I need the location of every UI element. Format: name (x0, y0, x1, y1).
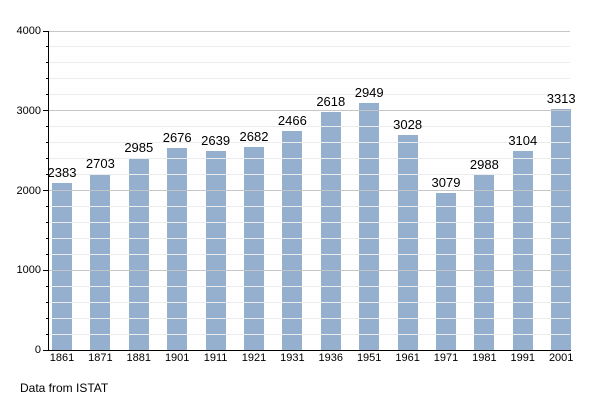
y-axis-tick (46, 237, 49, 239)
bar-1931 (282, 131, 303, 350)
minor-gridline (49, 126, 570, 128)
y-axis-tick (46, 205, 49, 207)
minor-gridline (49, 62, 570, 64)
bar-1936 (320, 112, 341, 350)
minor-gridline (49, 46, 570, 48)
y-axis-tick (43, 30, 49, 32)
minor-gridline (49, 94, 570, 96)
y-axis-tick-label: 3000 (16, 104, 41, 117)
minor-gridline (49, 221, 570, 223)
bar-1981 (474, 175, 495, 350)
bar-value-label: 2639 (201, 132, 231, 148)
bar-1961 (397, 135, 418, 350)
bar-2001 (551, 109, 572, 350)
y-axis-tick (46, 78, 49, 80)
minor-gridline (49, 333, 570, 335)
x-axis-tick-label: 1911 (203, 352, 228, 364)
y-axis-tick-label: 4000 (16, 25, 41, 37)
bar-value-label: 3313 (546, 91, 576, 107)
bar-1861 (52, 182, 72, 350)
x-axis-tick-label: 1861 (49, 352, 75, 364)
y-axis-tick (46, 126, 49, 128)
minor-gridline (49, 285, 570, 287)
y-axis-tick (46, 253, 49, 255)
bar-1951 (359, 102, 380, 350)
y-axis-tick (46, 317, 49, 319)
minor-gridline (49, 317, 570, 319)
x-axis-tick-label: 1991 (510, 352, 536, 364)
bar-value-label: 2383 (47, 164, 77, 180)
bar-value-label: 2949 (354, 84, 384, 100)
bar-value-label: 2988 (469, 157, 499, 173)
bar-value-label: 3079 (431, 174, 461, 190)
x-axis-tick-label: 2001 (548, 352, 574, 364)
x-axis-tick-label: 1871 (88, 352, 113, 364)
bar-1971 (436, 192, 456, 350)
y-axis-tick (43, 110, 49, 112)
y-axis-tick (46, 285, 49, 287)
y-axis-tick-label: 2000 (16, 184, 41, 197)
x-axis-tick-label: 1981 (472, 352, 497, 364)
x-axis-tick-label: 1881 (126, 352, 152, 364)
y-axis-tick (46, 62, 49, 64)
bar-value-label: 2703 (85, 155, 115, 171)
x-axis-tick-label: 1901 (164, 352, 190, 364)
x-axis-tick-label: 1951 (356, 352, 382, 364)
minor-gridline (49, 174, 570, 176)
y-axis-tick-label: 1000 (16, 264, 41, 277)
bar-1991 (512, 150, 533, 350)
x-axis-tick-label: 1936 (318, 352, 344, 364)
y-axis-tick (46, 221, 49, 223)
bar-value-label: 3028 (393, 117, 423, 133)
x-axis-line (48, 350, 571, 351)
y-axis-tick (46, 94, 49, 96)
bar-value-label: 3104 (508, 132, 538, 148)
y-axis-tick-label: 0 (34, 344, 41, 356)
minor-gridline (49, 253, 570, 255)
y-axis-line (48, 31, 49, 350)
major-gridline (49, 190, 570, 191)
x-axis-tick-label: 1931 (280, 352, 305, 364)
y-axis-tick (46, 301, 49, 303)
y-axis-tick (46, 158, 49, 160)
y-axis-tick (46, 333, 49, 335)
y-axis-tick (43, 190, 49, 191)
bar-1911 (205, 150, 226, 350)
minor-gridline (49, 78, 570, 80)
bar-value-label: 2985 (124, 139, 154, 155)
minor-gridline (49, 142, 570, 144)
y-axis-tick (46, 142, 49, 144)
y-axis-tick (43, 269, 49, 271)
x-axis-tick-label: 1921 (241, 352, 267, 364)
bar-value-label: 2618 (316, 94, 346, 110)
major-gridline (49, 110, 570, 112)
bar-value-label: 2466 (277, 113, 307, 129)
minor-gridline (49, 158, 570, 160)
minor-gridline (49, 301, 570, 303)
chart-caption: Data from ISTAT (20, 381, 109, 395)
bar-value-label: 2682 (239, 129, 269, 145)
bar-value-label: 2676 (162, 130, 192, 146)
x-axis-tick-label: 1971 (433, 352, 459, 364)
minor-gridline (49, 237, 570, 239)
y-axis-tick (46, 46, 49, 48)
major-gridline (49, 30, 570, 32)
bar-1871 (90, 173, 111, 350)
minor-gridline (49, 205, 570, 207)
major-gridline (49, 269, 570, 271)
y-axis-tick (43, 349, 49, 351)
bar-1901 (167, 148, 188, 350)
bar-1921 (244, 147, 264, 350)
y-axis-tick (46, 174, 49, 176)
x-axis-tick-label: 1961 (395, 352, 420, 364)
